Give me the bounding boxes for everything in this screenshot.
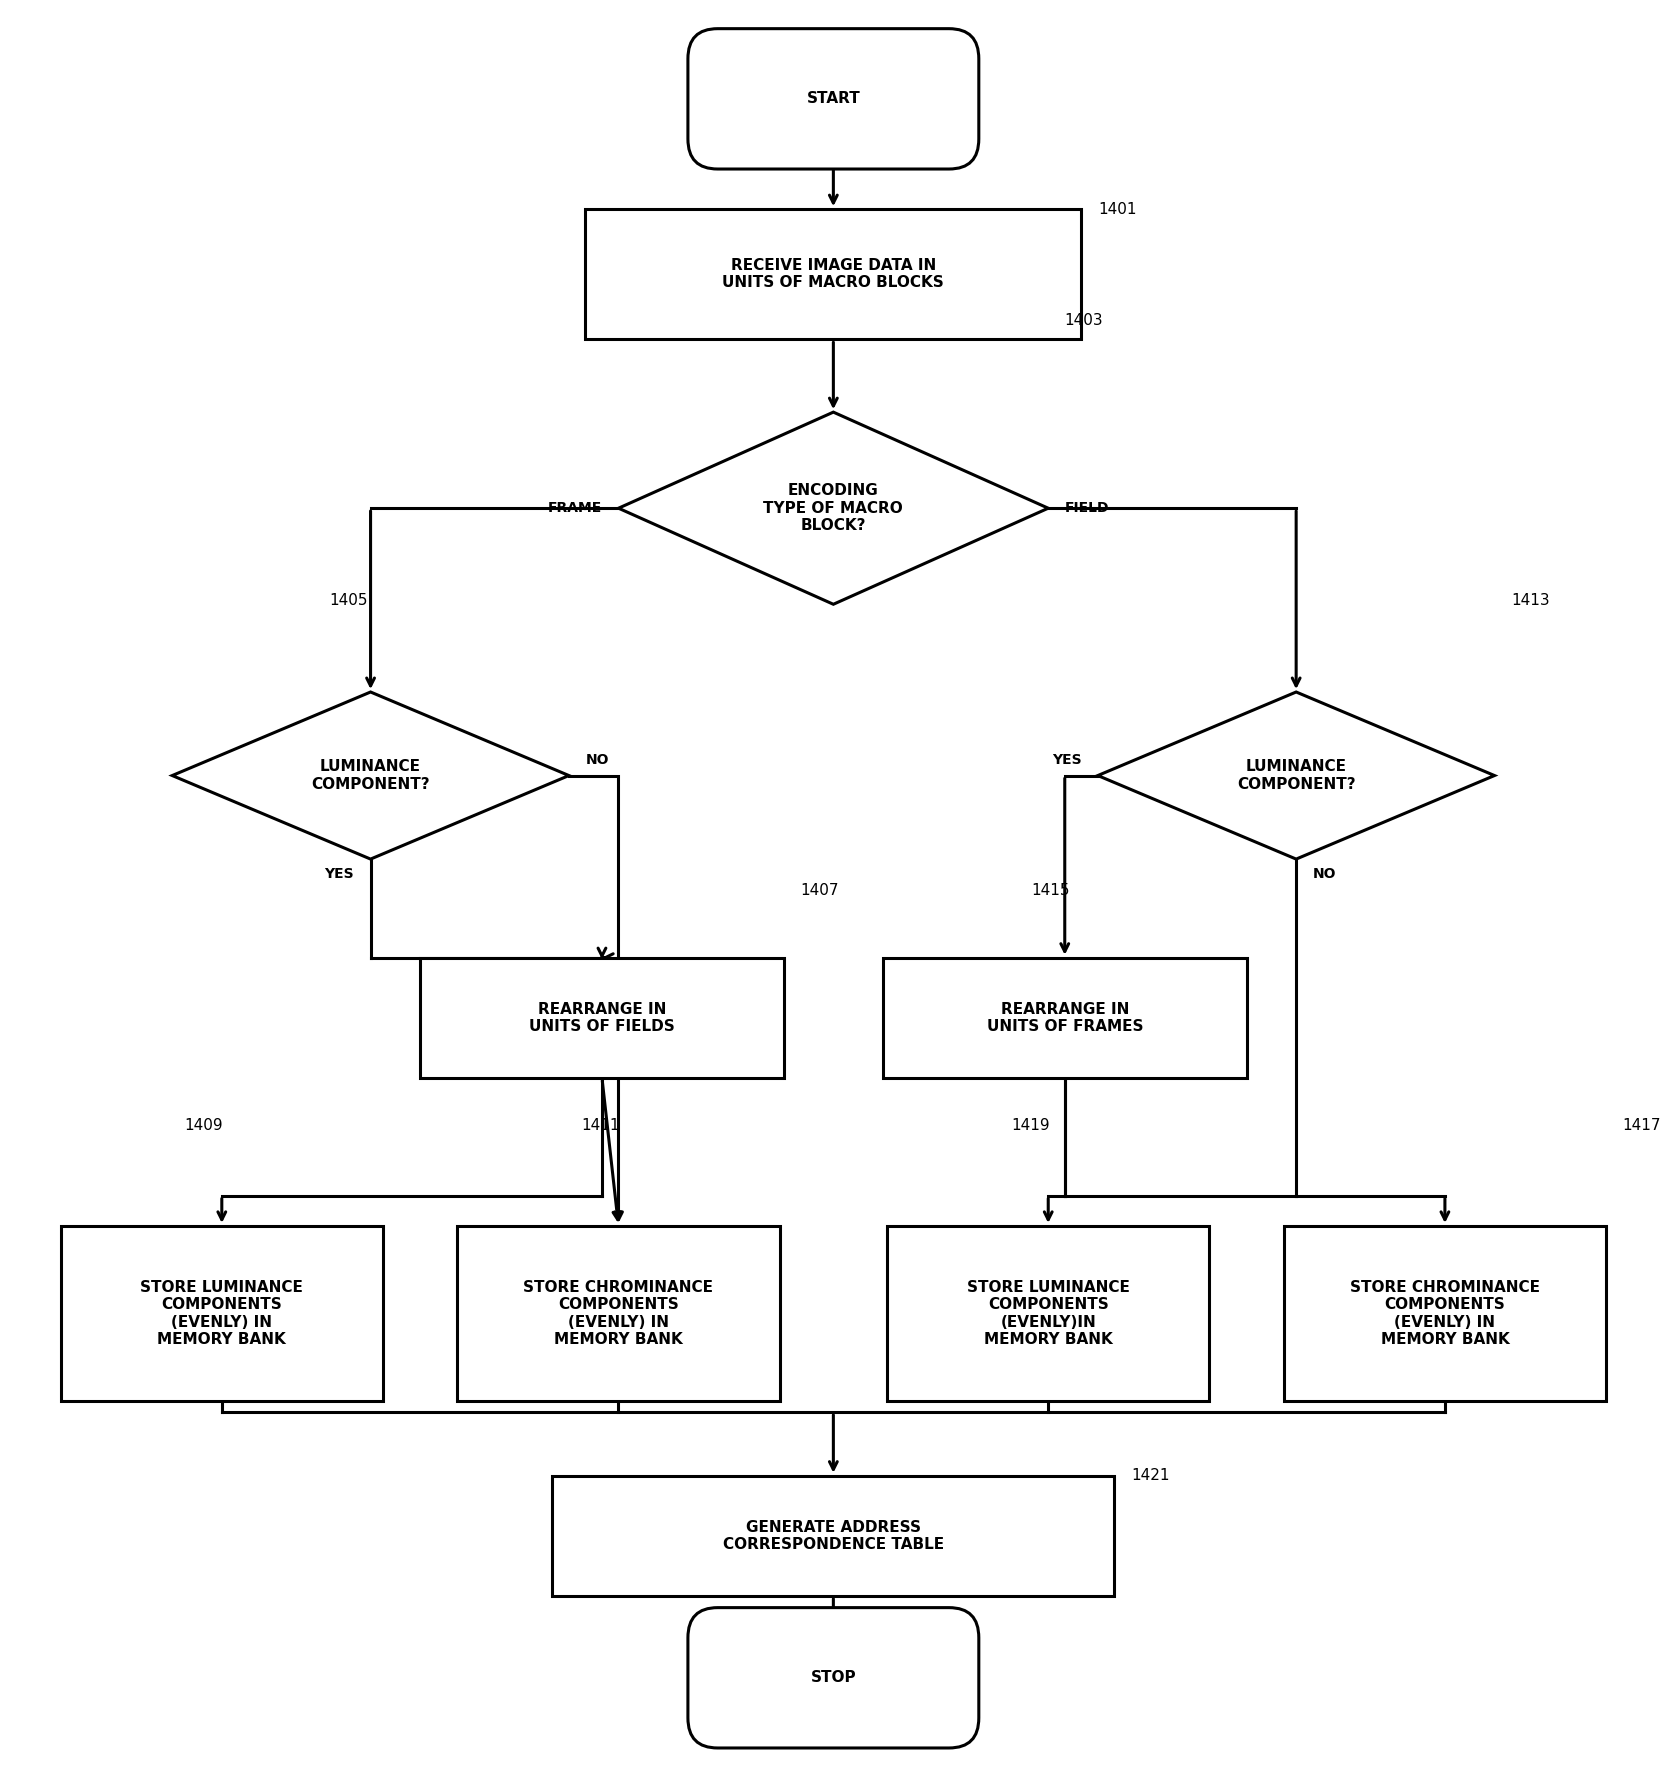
Text: 1401: 1401: [1098, 202, 1136, 216]
Text: REARRANGE IN
UNITS OF FIELDS: REARRANGE IN UNITS OF FIELDS: [530, 1001, 675, 1034]
FancyBboxPatch shape: [687, 29, 979, 170]
Text: FIELD: FIELD: [1064, 502, 1110, 516]
Text: STORE LUMINANCE
COMPONENTS
(EVENLY) IN
MEMORY BANK: STORE LUMINANCE COMPONENTS (EVENLY) IN M…: [141, 1280, 303, 1348]
Text: 1409: 1409: [184, 1117, 223, 1133]
Text: 1405: 1405: [328, 593, 367, 607]
Text: YES: YES: [1051, 753, 1081, 768]
Text: 1415: 1415: [1032, 884, 1071, 898]
Polygon shape: [618, 412, 1048, 605]
Text: 1403: 1403: [1064, 312, 1103, 328]
Polygon shape: [173, 693, 568, 859]
Text: NO: NO: [1312, 868, 1336, 882]
Text: 1411: 1411: [582, 1117, 620, 1133]
Text: LUMINANCE
COMPONENT?: LUMINANCE COMPONENT?: [1237, 759, 1356, 793]
Bar: [553, 1476, 1115, 1596]
Text: STORE CHROMINANCE
COMPONENTS
(EVENLY) IN
MEMORY BANK: STORE CHROMINANCE COMPONENTS (EVENLY) IN…: [1349, 1280, 1540, 1348]
Text: 1421: 1421: [1131, 1467, 1170, 1483]
Text: RECEIVE IMAGE DATA IN
UNITS OF MACRO BLOCKS: RECEIVE IMAGE DATA IN UNITS OF MACRO BLO…: [722, 259, 944, 291]
Text: 1417: 1417: [1622, 1117, 1661, 1133]
Text: NO: NO: [585, 753, 608, 768]
Text: 1419: 1419: [1011, 1117, 1049, 1133]
Bar: [458, 1226, 779, 1401]
Bar: [421, 959, 784, 1078]
Text: LUMINANCE
COMPONENT?: LUMINANCE COMPONENT?: [312, 759, 429, 793]
Text: GENERATE ADDRESS
CORRESPONDENCE TABLE: GENERATE ADDRESS CORRESPONDENCE TABLE: [722, 1519, 944, 1551]
Text: REARRANGE IN
UNITS OF FRAMES: REARRANGE IN UNITS OF FRAMES: [987, 1001, 1143, 1034]
Text: 1407: 1407: [801, 884, 838, 898]
Text: YES: YES: [325, 868, 354, 882]
Polygon shape: [1098, 693, 1495, 859]
Bar: [883, 959, 1247, 1078]
FancyBboxPatch shape: [687, 1608, 979, 1748]
Text: START: START: [806, 91, 860, 107]
Text: STORE LUMINANCE
COMPONENTS
(EVENLY)IN
MEMORY BANK: STORE LUMINANCE COMPONENTS (EVENLY)IN ME…: [967, 1280, 1130, 1348]
Bar: [1284, 1226, 1606, 1401]
Text: FRAME: FRAME: [548, 502, 602, 516]
Text: 1413: 1413: [1512, 593, 1550, 607]
Bar: [887, 1226, 1210, 1401]
Bar: [585, 209, 1081, 339]
Bar: [60, 1226, 382, 1401]
Text: STORE CHROMINANCE
COMPONENTS
(EVENLY) IN
MEMORY BANK: STORE CHROMINANCE COMPONENTS (EVENLY) IN…: [523, 1280, 714, 1348]
Text: ENCODING
TYPE OF MACRO
BLOCK?: ENCODING TYPE OF MACRO BLOCK?: [764, 484, 903, 534]
Text: STOP: STOP: [811, 1671, 856, 1685]
